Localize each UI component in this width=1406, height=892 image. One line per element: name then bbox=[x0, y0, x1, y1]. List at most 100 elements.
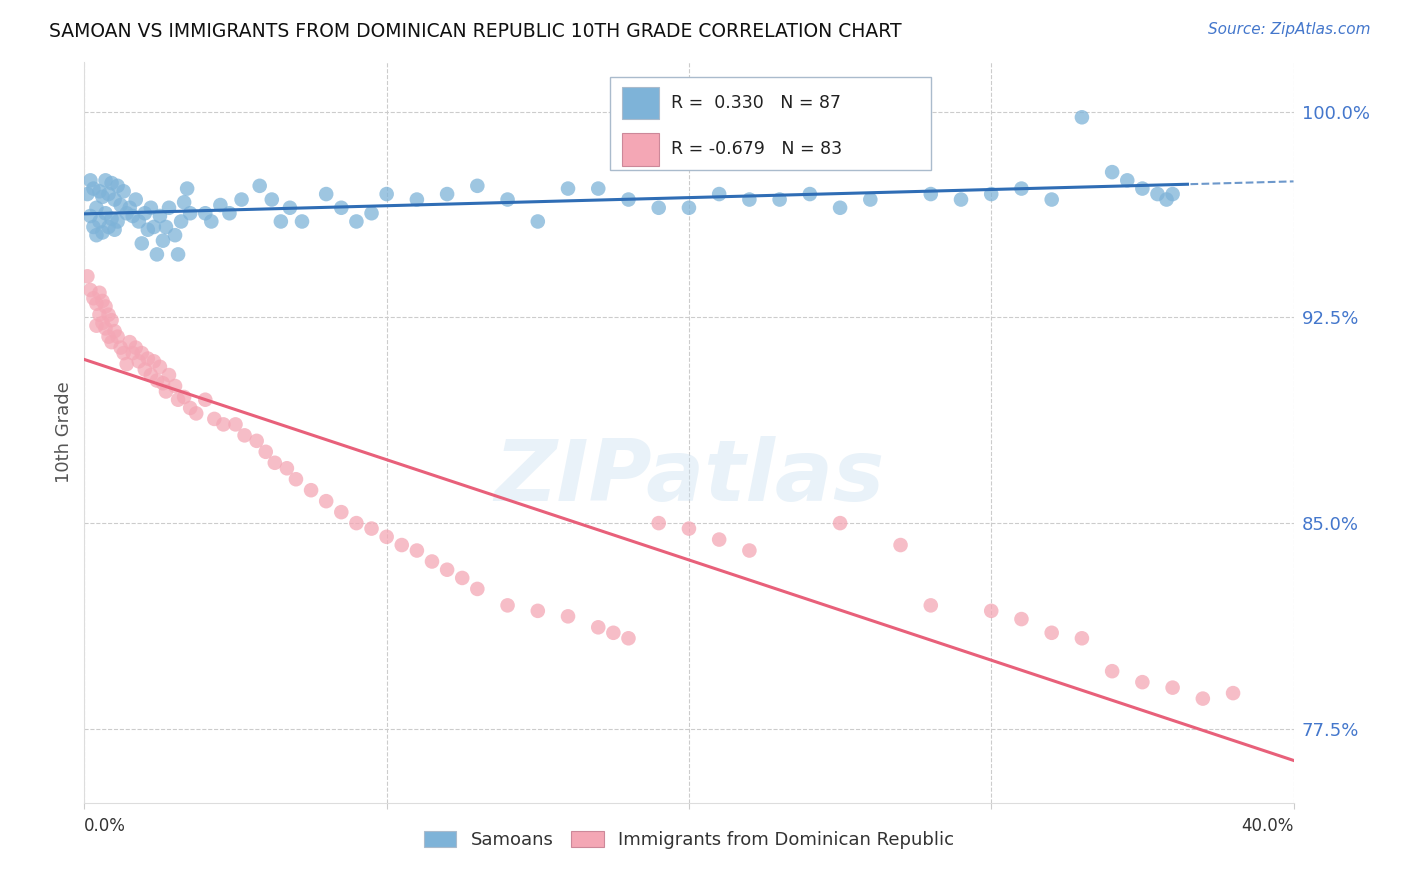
Point bbox=[149, 209, 172, 223]
Point bbox=[799, 187, 821, 202]
Point bbox=[179, 401, 201, 415]
Point bbox=[107, 329, 129, 343]
Point bbox=[920, 187, 942, 202]
Point bbox=[104, 223, 127, 237]
FancyBboxPatch shape bbox=[610, 78, 931, 169]
Point bbox=[142, 219, 165, 234]
Point bbox=[225, 417, 247, 432]
Point bbox=[346, 516, 368, 530]
Point bbox=[263, 456, 285, 470]
Point bbox=[86, 228, 108, 243]
Point bbox=[420, 554, 443, 568]
Point bbox=[830, 201, 852, 215]
Point bbox=[1101, 664, 1123, 678]
Point bbox=[167, 392, 190, 407]
Point bbox=[86, 201, 108, 215]
Point bbox=[588, 620, 610, 634]
Point bbox=[173, 390, 195, 404]
Point bbox=[94, 173, 117, 187]
Point bbox=[330, 505, 353, 519]
Point bbox=[165, 379, 187, 393]
Point bbox=[406, 543, 429, 558]
Point bbox=[100, 313, 122, 327]
Point bbox=[104, 193, 127, 207]
Point bbox=[165, 228, 187, 243]
Point bbox=[89, 214, 111, 228]
Point bbox=[1146, 187, 1168, 202]
Point bbox=[602, 625, 624, 640]
Point bbox=[233, 428, 256, 442]
Point bbox=[1161, 187, 1184, 202]
Text: R = -0.679   N = 83: R = -0.679 N = 83 bbox=[671, 140, 842, 159]
Point bbox=[91, 226, 114, 240]
Point bbox=[1071, 110, 1094, 124]
Point bbox=[260, 193, 283, 207]
Point bbox=[97, 219, 120, 234]
Point bbox=[82, 181, 104, 195]
Point bbox=[209, 198, 232, 212]
Point bbox=[648, 201, 671, 215]
Point bbox=[155, 384, 177, 399]
Point bbox=[76, 187, 98, 202]
Point bbox=[100, 211, 122, 226]
Point bbox=[436, 563, 458, 577]
Point bbox=[276, 461, 298, 475]
Point bbox=[1156, 193, 1178, 207]
Point bbox=[157, 368, 180, 382]
Point bbox=[89, 285, 111, 300]
Point bbox=[194, 206, 217, 220]
Point bbox=[246, 434, 269, 448]
Point bbox=[648, 516, 671, 530]
Point bbox=[1101, 165, 1123, 179]
Point bbox=[200, 214, 222, 228]
Point bbox=[155, 219, 177, 234]
Point bbox=[859, 193, 882, 207]
Point bbox=[82, 291, 104, 305]
Point bbox=[115, 206, 138, 220]
Point bbox=[451, 571, 474, 585]
Text: SAMOAN VS IMMIGRANTS FROM DOMINICAN REPUBLIC 10TH GRADE CORRELATION CHART: SAMOAN VS IMMIGRANTS FROM DOMINICAN REPU… bbox=[49, 22, 901, 41]
Point bbox=[557, 609, 579, 624]
Point bbox=[118, 201, 141, 215]
Point bbox=[617, 632, 640, 646]
Point bbox=[179, 206, 201, 220]
Point bbox=[375, 530, 398, 544]
Point bbox=[1130, 181, 1153, 195]
Point bbox=[299, 483, 322, 498]
Point bbox=[121, 209, 143, 223]
Point bbox=[91, 316, 114, 330]
Point bbox=[315, 494, 337, 508]
Point bbox=[86, 297, 108, 311]
Point bbox=[128, 354, 150, 368]
Point bbox=[920, 599, 942, 613]
Point bbox=[107, 178, 129, 193]
Point bbox=[136, 223, 159, 237]
Point bbox=[709, 533, 731, 547]
Point bbox=[94, 206, 117, 220]
Point bbox=[79, 173, 101, 187]
Point bbox=[557, 181, 579, 195]
Point bbox=[291, 214, 314, 228]
Point bbox=[112, 346, 135, 360]
Point bbox=[173, 195, 195, 210]
Point bbox=[1130, 675, 1153, 690]
Point bbox=[94, 300, 117, 314]
Point bbox=[212, 417, 235, 432]
Text: 40.0%: 40.0% bbox=[1241, 816, 1294, 835]
Text: ZIPatlas: ZIPatlas bbox=[494, 435, 884, 518]
Point bbox=[1116, 173, 1139, 187]
Point bbox=[157, 201, 180, 215]
Point bbox=[588, 181, 610, 195]
Point bbox=[1071, 632, 1094, 646]
Point bbox=[121, 346, 143, 360]
Point bbox=[125, 193, 148, 207]
Point bbox=[139, 201, 162, 215]
Point bbox=[360, 206, 382, 220]
Point bbox=[980, 604, 1002, 618]
Point bbox=[406, 193, 429, 207]
Point bbox=[146, 247, 169, 261]
Point bbox=[131, 346, 153, 360]
Text: 0.0%: 0.0% bbox=[84, 816, 127, 835]
Point bbox=[100, 176, 122, 190]
Point bbox=[1040, 193, 1063, 207]
